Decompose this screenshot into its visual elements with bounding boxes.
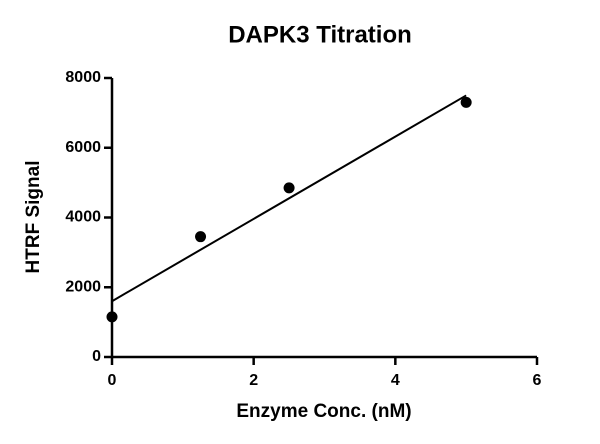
y-tick-label: 4000 xyxy=(65,209,101,226)
y-tick-label: 6000 xyxy=(65,139,101,156)
data-point xyxy=(195,231,207,243)
fit-line xyxy=(111,94,467,303)
x-axis-title: Enzyme Conc. (nM) xyxy=(236,401,411,422)
y-tick-label: 8000 xyxy=(65,69,101,86)
x-tick-label: 4 xyxy=(391,372,400,389)
data-point xyxy=(460,96,472,108)
data-point xyxy=(106,311,118,323)
data-point xyxy=(283,182,295,194)
x-tick-label: 0 xyxy=(108,372,117,389)
x-tick-label: 2 xyxy=(249,372,258,389)
y-tick-label: 0 xyxy=(92,348,101,365)
x-tick-label: 6 xyxy=(533,372,542,389)
y-axis-title: HTRF Signal xyxy=(23,161,44,274)
chart-title: DAPK3 Titration xyxy=(228,21,412,48)
y-tick-label: 2000 xyxy=(65,278,101,295)
